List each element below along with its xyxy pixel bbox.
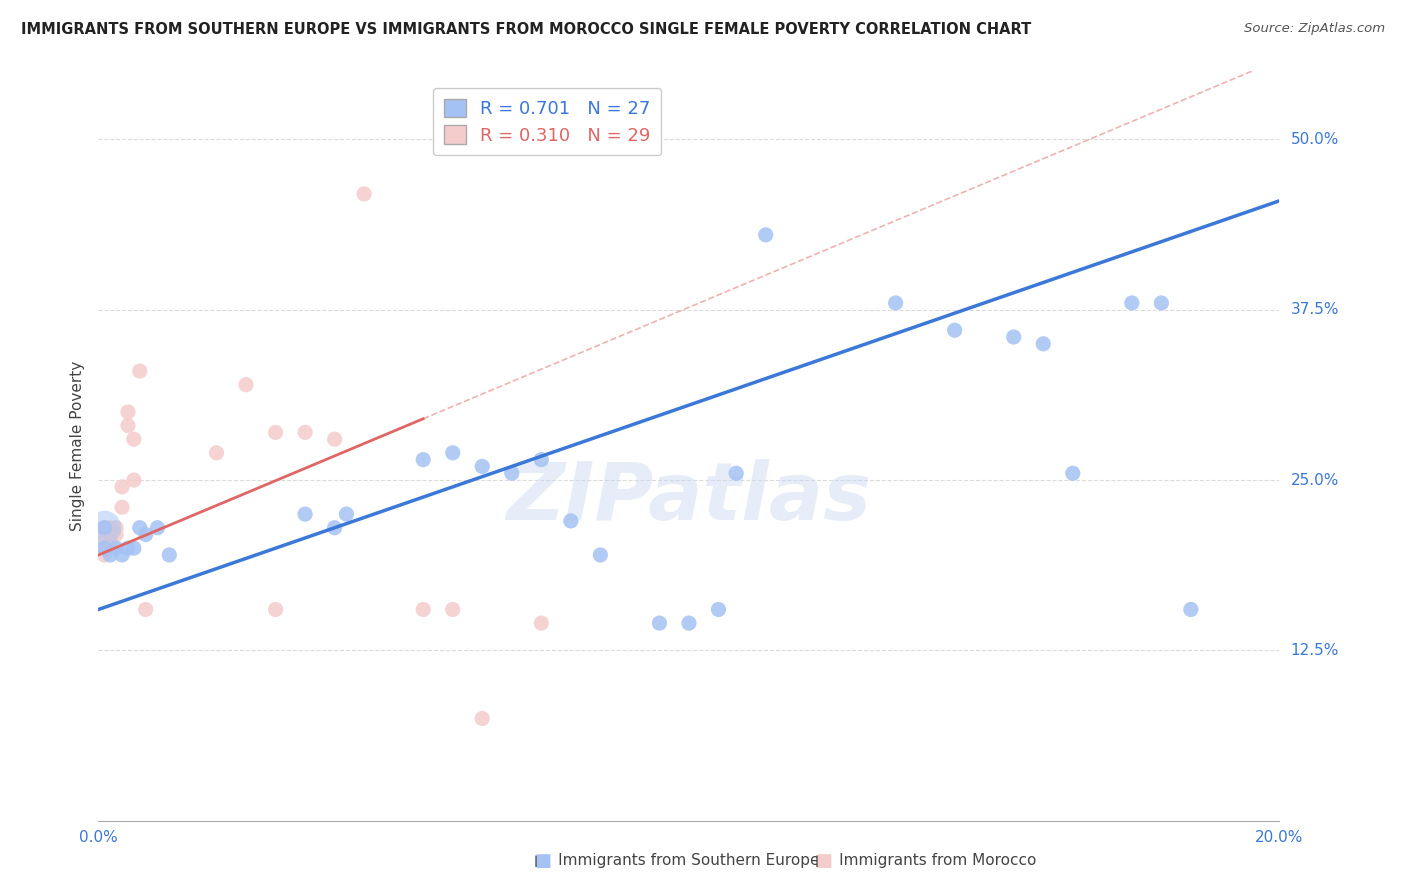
Point <box>755 227 778 242</box>
Point <box>294 507 316 521</box>
Text: IMMIGRANTS FROM SOUTHERN EUROPE VS IMMIGRANTS FROM MOROCCO SINGLE FEMALE POVERTY: IMMIGRANTS FROM SOUTHERN EUROPE VS IMMIG… <box>21 22 1032 37</box>
Point <box>111 480 134 494</box>
Point <box>93 521 115 535</box>
Point <box>105 541 128 556</box>
Text: ■: ■ <box>534 852 551 870</box>
Point <box>353 186 375 201</box>
Point <box>707 602 730 616</box>
Point <box>98 548 121 562</box>
Point <box>530 616 553 631</box>
Point <box>122 473 145 487</box>
Point <box>1150 296 1173 310</box>
Point <box>589 548 612 562</box>
Point <box>93 548 115 562</box>
Point <box>122 432 145 446</box>
Point <box>93 534 115 549</box>
Point <box>105 521 128 535</box>
Point <box>323 521 346 535</box>
Point <box>412 452 434 467</box>
Text: ■  Immigrants from Southern Europe: ■ Immigrants from Southern Europe <box>534 854 820 868</box>
Point <box>105 527 128 541</box>
Point <box>93 521 115 535</box>
Point <box>235 377 257 392</box>
Point <box>323 432 346 446</box>
Point <box>205 446 228 460</box>
Text: ■  Immigrants from Morocco: ■ Immigrants from Morocco <box>815 854 1036 868</box>
Point <box>135 527 157 541</box>
Point <box>117 541 139 556</box>
Text: Source: ZipAtlas.com: Source: ZipAtlas.com <box>1244 22 1385 36</box>
Point <box>93 521 115 535</box>
Point <box>1002 330 1025 344</box>
Text: 25.0%: 25.0% <box>1291 473 1339 488</box>
Point <box>93 541 115 556</box>
Point <box>501 467 523 481</box>
Point <box>294 425 316 440</box>
Point <box>128 521 150 535</box>
Point <box>264 602 287 616</box>
Point <box>146 521 169 535</box>
Point <box>471 459 494 474</box>
Point <box>135 602 157 616</box>
Point <box>117 418 139 433</box>
Point <box>122 541 145 556</box>
Text: 12.5%: 12.5% <box>1291 643 1339 657</box>
Point <box>530 452 553 467</box>
Point <box>117 405 139 419</box>
Text: 50.0%: 50.0% <box>1291 132 1339 147</box>
Point <box>98 527 121 541</box>
Point <box>678 616 700 631</box>
Text: 37.5%: 37.5% <box>1291 302 1339 318</box>
Point <box>943 323 966 337</box>
Point <box>1032 336 1054 351</box>
Point <box>412 602 434 616</box>
Point <box>98 521 121 535</box>
Point <box>111 500 134 515</box>
Point <box>471 711 494 725</box>
Point <box>560 514 582 528</box>
Point <box>93 527 115 541</box>
Point <box>441 446 464 460</box>
Point <box>264 425 287 440</box>
Legend: R = 0.701   N = 27, R = 0.310   N = 29: R = 0.701 N = 27, R = 0.310 N = 29 <box>433 88 661 155</box>
Point <box>1121 296 1143 310</box>
Point <box>93 541 115 556</box>
Text: ■: ■ <box>815 852 832 870</box>
Point <box>111 548 134 562</box>
Point <box>1062 467 1084 481</box>
Y-axis label: Single Female Poverty: Single Female Poverty <box>69 361 84 531</box>
Text: ZIPatlas: ZIPatlas <box>506 459 872 538</box>
Point <box>157 548 180 562</box>
Point <box>335 507 357 521</box>
Point <box>98 534 121 549</box>
Point <box>441 602 464 616</box>
Point <box>128 364 150 378</box>
Point <box>884 296 907 310</box>
Point <box>648 616 671 631</box>
Point <box>1180 602 1202 616</box>
Point <box>725 467 748 481</box>
